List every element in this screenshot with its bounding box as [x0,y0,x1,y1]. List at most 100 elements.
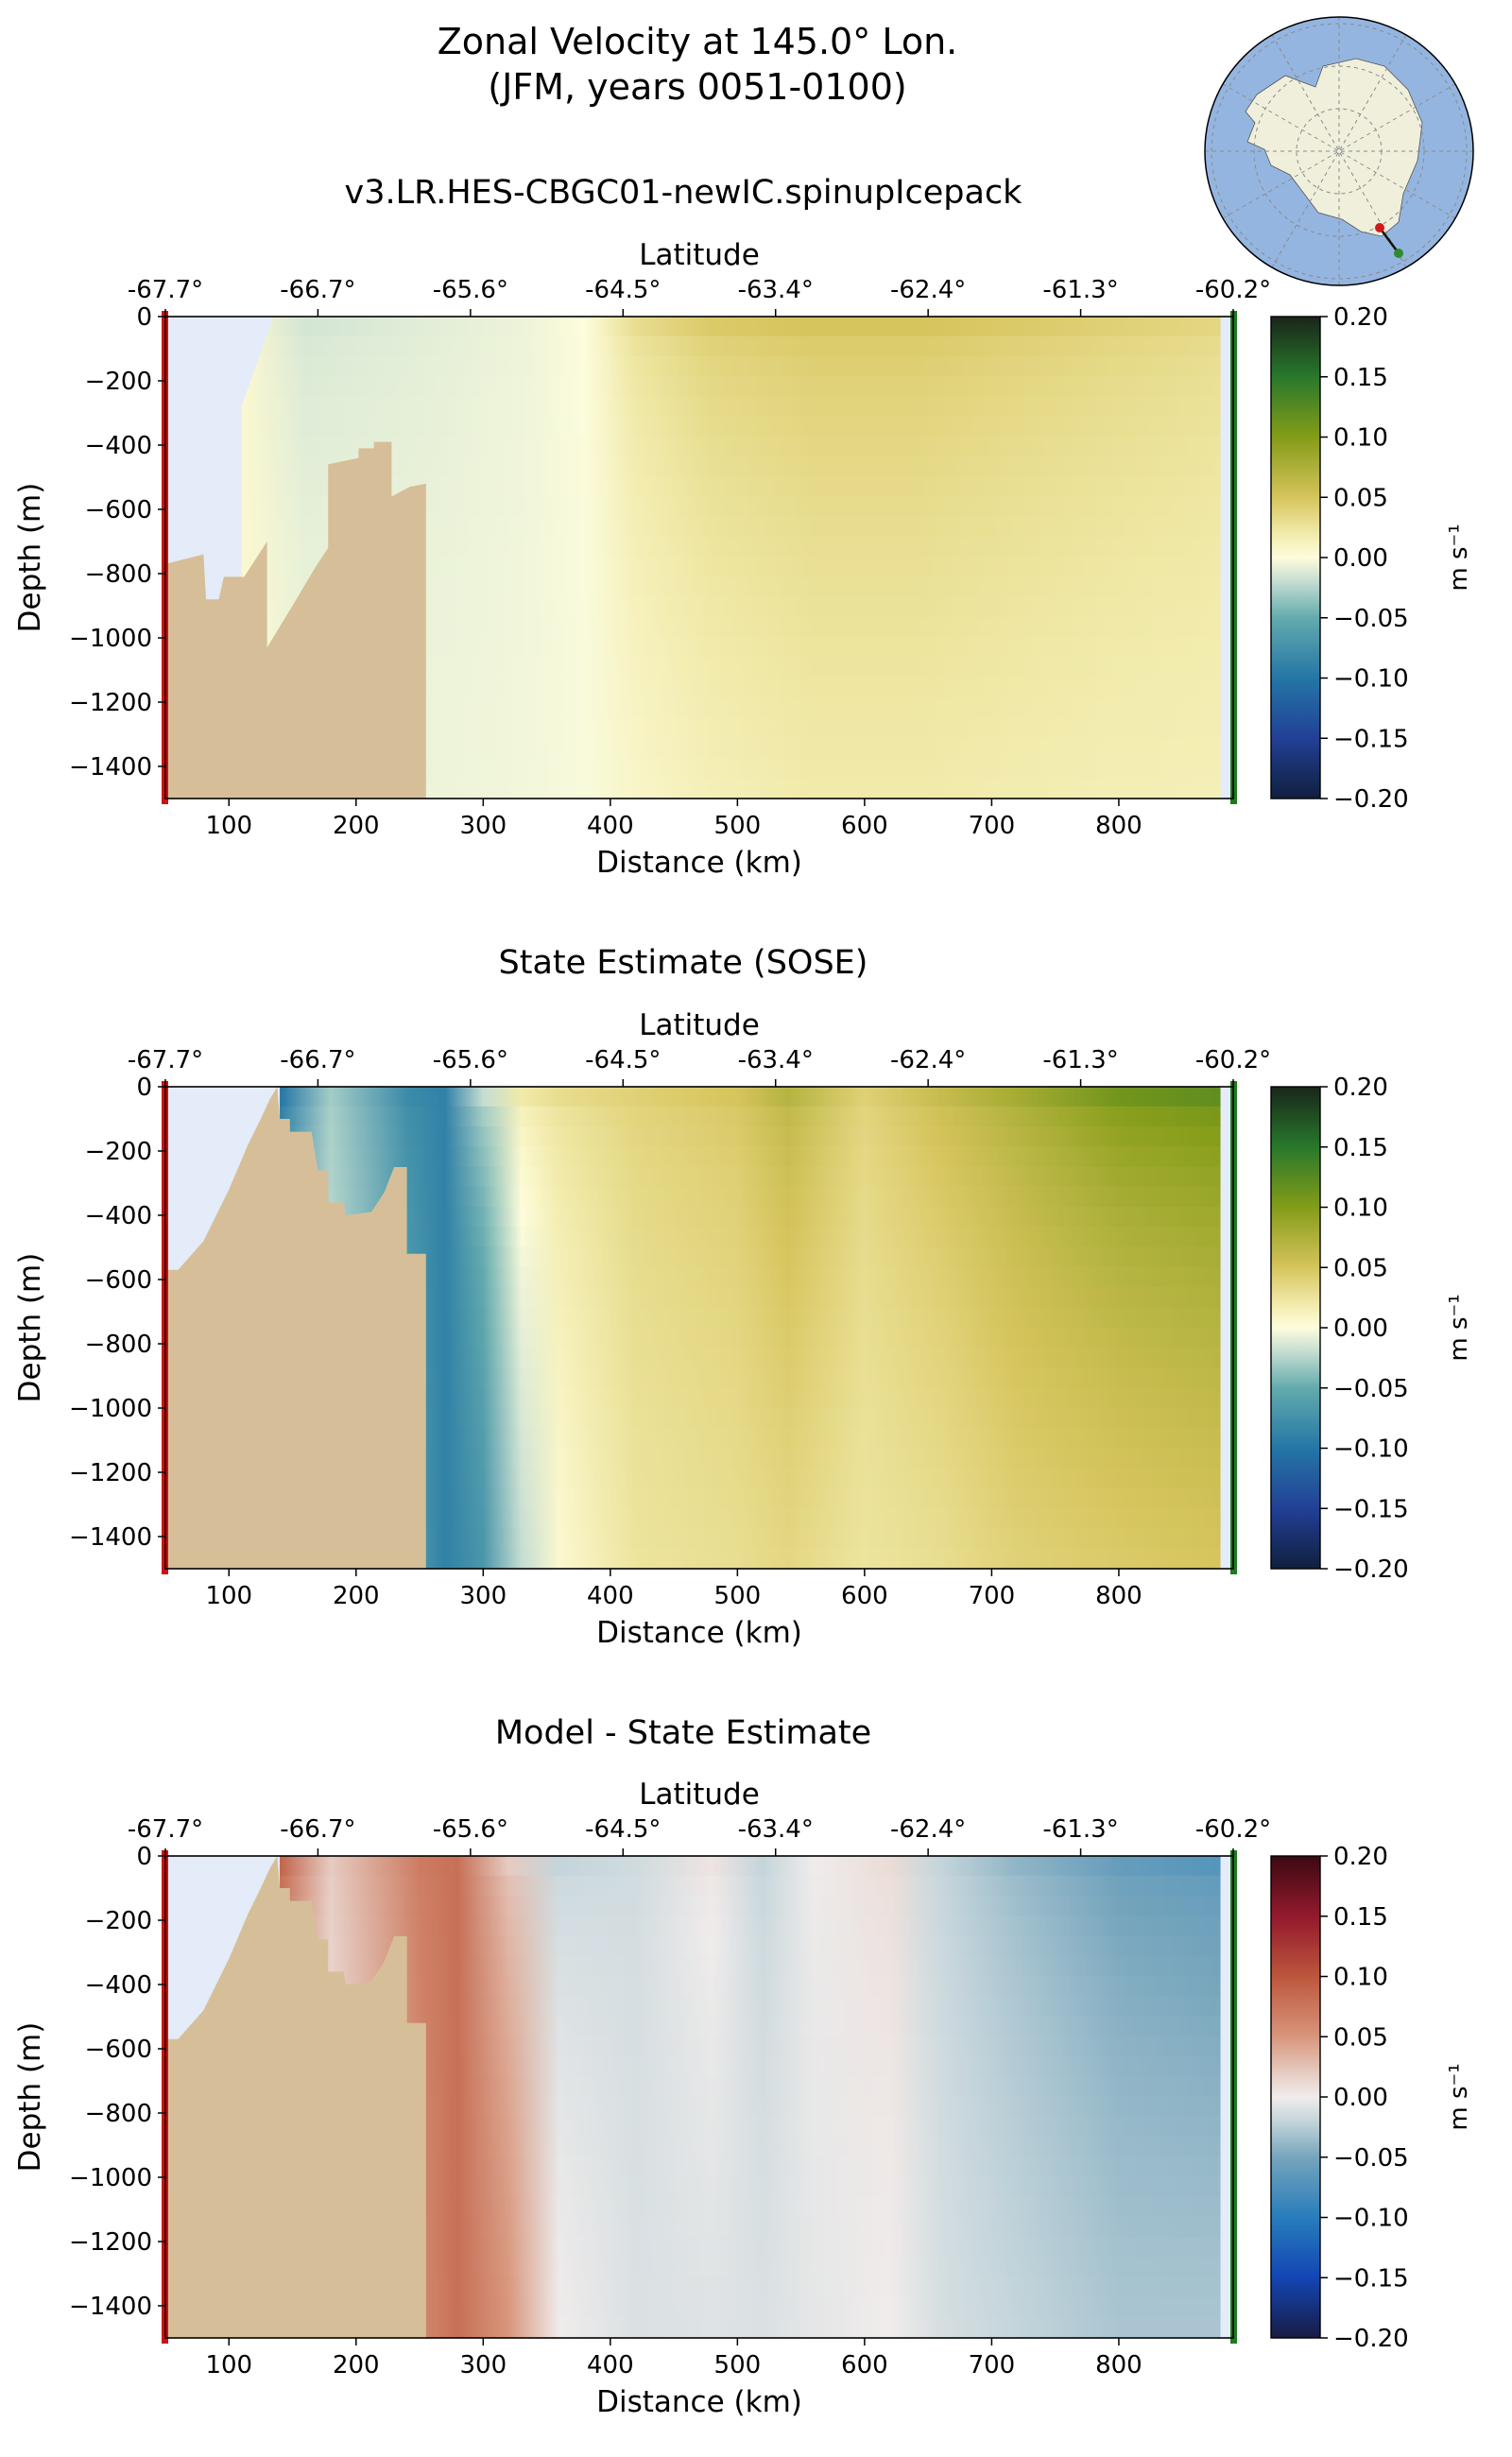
colorbar: 0.20 0.15 0.10 0.05 0.00 −0.05 −0.10 −0.15 −0.20… [1270,303,1473,814]
velocity-field-strip [280,1856,1221,1877]
y-tick-label: −200 [85,368,152,396]
colorbar-tick-label: −0.15 [1333,725,1409,753]
ice-shelf-wedge [165,317,274,516]
y-axis-label: Depth (m) [13,483,47,633]
colorbar-tick-label: 0.20 [1333,303,1388,332]
latitude-tick-label: -67.7° [128,1815,203,1844]
latitude-tick-label: -66.7° [280,1815,355,1844]
latitude-tick-label: -62.4° [890,1815,966,1844]
latitude-tick-label: -60.2° [1195,276,1271,304]
colorbar-label: m s⁻¹ [1445,1294,1473,1361]
velocity-field-strip [280,1427,1221,1449]
latitude-tick-label: -65.6° [433,1046,508,1074]
colorbar-tick-label: 0.15 [1333,1903,1388,1932]
x-tick-label: 400 [587,812,634,840]
latitude-tick-label: -65.6° [433,276,508,304]
velocity-field-strip [280,2137,1221,2158]
velocity-field-strip [241,396,1221,418]
velocity-field-strip [280,1146,1221,1168]
colorbar-tick-label: 0.05 [1333,2023,1388,2052]
velocity-field-strip [280,1875,1221,1897]
ice-shelf-wedge [165,1087,274,1286]
velocity-field-strip [241,557,1221,578]
colorbar-bar [1270,1086,1321,1570]
y-tick-label: −400 [85,1971,152,2000]
velocity-field-strip [280,1996,1221,2018]
latitude-tick-label: -60.2° [1195,1046,1271,1074]
velocity-field-strip [280,2176,1221,2198]
x-tick-label: 400 [587,1582,634,1610]
velocity-field-strip [241,376,1221,398]
x-tick-label: 500 [714,812,762,840]
y-tick-label: −800 [85,560,152,589]
x-tick-label: 600 [841,1582,888,1610]
velocity-field-strip [280,1087,1221,1108]
x-tick-label: 400 [587,2351,634,2380]
colorbar-tick-label: 0.15 [1333,1134,1388,1162]
velocity-field-strip [280,2196,1221,2218]
velocity-field-strip [280,1347,1221,1368]
velocity-field-strip [280,2317,1221,2338]
velocity-field-strip [280,1487,1221,1509]
colorbar-tick-label: −0.10 [1333,2205,1409,2233]
colorbar: 0.20 0.15 0.10 0.05 0.00 −0.05 −0.10 −0.15 −0.20… [1270,1843,1473,2353]
velocity-field-strip [241,416,1221,438]
y-tick-label: 0 [136,1843,152,1871]
plot-area [165,1856,1233,2338]
colorbar-tick-label: −0.10 [1333,665,1409,694]
latitude-tick-label: -63.4° [738,1815,814,1844]
latitude-tick-label: -64.5° [585,276,661,304]
colorbar-label: m s⁻¹ [1445,2063,1473,2130]
x-tick-label: 800 [1095,2351,1143,2380]
figure-title-line2: (JFM, years 0051-0100) [488,66,907,108]
velocity-field-strip [280,1955,1221,1977]
panel-3: Model - State Estimate 100 200 300 400 500 600… [13,1714,1473,2419]
velocity-field-strip [280,1186,1221,1208]
velocity-field-strip [280,1106,1221,1127]
velocity-field-strip [280,1367,1221,1389]
colorbar-tick-label: 0.20 [1333,1843,1388,1871]
panel-title: State Estimate (SOSE) [499,944,868,982]
velocity-field-strip [280,1896,1221,1917]
velocity-field-strip [280,1448,1221,1469]
colorbar-tick-label: 0.05 [1333,484,1388,512]
panel-2: State Estimate (SOSE) 100 200 300 400 500 600 7… [13,944,1473,1650]
y-tick-label: −400 [85,1202,152,1230]
y-tick-label: −600 [85,2036,152,2064]
velocity-field-strip [241,678,1221,699]
velocity-field-strip [241,537,1221,558]
colorbar-tick-label: 0.00 [1333,2084,1388,2112]
colorbar-tick-label: 0.15 [1333,364,1388,392]
velocity-field-strip [280,1507,1221,1529]
velocity-field-strip [280,2016,1221,2037]
colorbar-tick-label: −0.20 [1333,2325,1409,2353]
velocity-field-strip [280,2056,1221,2078]
velocity-field-strip [241,737,1221,759]
velocity-field-strip [241,657,1221,679]
latitude-tick-label: -61.3° [1042,276,1118,304]
colorbar-tick-label: −0.05 [1333,1375,1409,1403]
colorbar-tick-label: 0.10 [1333,1964,1388,1992]
plot-frame [164,316,1234,799]
y-tick-label: −200 [85,1138,152,1166]
velocity-field-strip [241,617,1221,639]
y-tick-label: −1000 [69,625,152,653]
x-tick-label: 700 [969,2351,1016,2380]
top-axis-label: Latitude [639,238,760,272]
latitude-tick-label: -61.3° [1042,1815,1118,1844]
y-tick-label: −800 [85,1331,152,1359]
velocity-field-strip [241,456,1221,478]
y-axis-label: Depth (m) [13,2022,47,2173]
y-tick-label: −1400 [69,753,152,782]
ice-shelf-wedge [165,1856,274,2055]
y-tick-label: −800 [85,2100,152,2128]
y-tick-label: −1400 [69,1523,152,1552]
x-tick-label: 100 [205,2351,252,2380]
latitude-tick-label: -62.4° [890,276,966,304]
velocity-field-strip [280,1916,1221,1937]
y-tick-label: 0 [136,303,152,332]
y-tick-label: −600 [85,1266,152,1295]
colorbar-tick-label: −0.10 [1333,1435,1409,1464]
velocity-field-strip [280,1207,1221,1228]
